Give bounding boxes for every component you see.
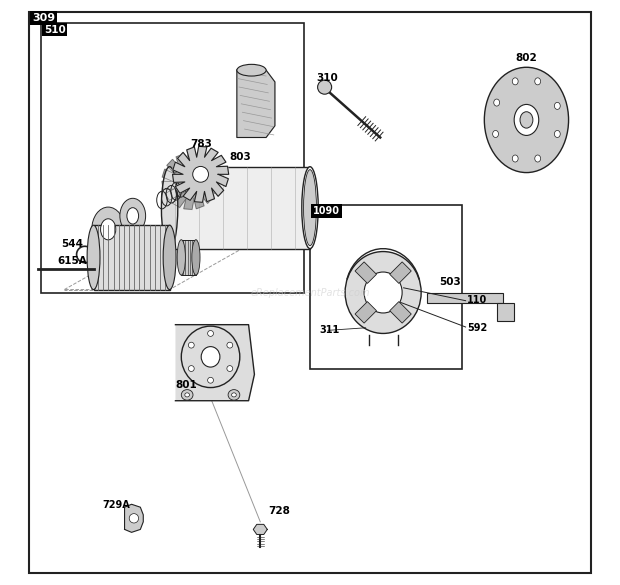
Text: 803: 803 xyxy=(229,152,250,162)
Ellipse shape xyxy=(181,390,193,400)
Text: 310: 310 xyxy=(316,73,338,83)
Ellipse shape xyxy=(127,208,139,224)
Text: 729A: 729A xyxy=(102,500,130,510)
Ellipse shape xyxy=(237,64,266,76)
Ellipse shape xyxy=(87,225,100,290)
Ellipse shape xyxy=(535,78,541,85)
Text: 309: 309 xyxy=(32,13,55,23)
Circle shape xyxy=(193,167,208,183)
Ellipse shape xyxy=(554,130,560,137)
Ellipse shape xyxy=(177,240,185,275)
Text: eReplacementParts.com: eReplacementParts.com xyxy=(250,287,370,298)
Text: 592: 592 xyxy=(467,324,487,333)
Ellipse shape xyxy=(201,346,220,367)
Ellipse shape xyxy=(188,342,194,348)
Bar xyxy=(355,302,376,323)
Bar xyxy=(170,167,310,249)
Ellipse shape xyxy=(512,155,518,162)
Text: 615A: 615A xyxy=(57,256,87,266)
Ellipse shape xyxy=(208,377,213,383)
Text: 1090: 1090 xyxy=(313,206,340,216)
Text: 801: 801 xyxy=(175,380,197,390)
Ellipse shape xyxy=(512,78,518,85)
Text: 802: 802 xyxy=(516,53,538,63)
Bar xyxy=(310,205,462,369)
Polygon shape xyxy=(175,325,254,401)
Ellipse shape xyxy=(227,366,232,371)
Ellipse shape xyxy=(520,112,533,128)
Text: 503: 503 xyxy=(439,277,461,287)
Polygon shape xyxy=(125,504,143,532)
Polygon shape xyxy=(162,153,218,209)
Bar xyxy=(94,225,170,290)
Bar xyxy=(181,240,196,275)
Polygon shape xyxy=(237,70,275,137)
Ellipse shape xyxy=(192,240,200,275)
Bar xyxy=(355,262,376,283)
Polygon shape xyxy=(253,524,267,535)
Text: 728: 728 xyxy=(268,506,290,516)
Text: 110: 110 xyxy=(467,295,487,305)
Bar xyxy=(390,262,411,283)
Circle shape xyxy=(317,80,332,94)
Ellipse shape xyxy=(100,219,116,240)
Bar xyxy=(390,302,411,323)
Ellipse shape xyxy=(92,207,125,252)
Ellipse shape xyxy=(484,67,569,173)
Ellipse shape xyxy=(232,393,236,397)
Ellipse shape xyxy=(514,104,539,135)
Bar xyxy=(41,23,304,292)
Ellipse shape xyxy=(120,198,146,233)
Text: 510: 510 xyxy=(44,25,66,35)
Ellipse shape xyxy=(304,170,316,246)
Ellipse shape xyxy=(494,99,500,106)
Text: 783: 783 xyxy=(190,139,212,149)
Bar xyxy=(427,292,503,303)
Ellipse shape xyxy=(161,167,178,249)
Ellipse shape xyxy=(188,366,194,371)
Ellipse shape xyxy=(554,102,560,109)
Ellipse shape xyxy=(181,326,240,387)
Bar xyxy=(497,303,513,321)
Ellipse shape xyxy=(228,390,240,400)
Ellipse shape xyxy=(535,155,541,162)
Polygon shape xyxy=(172,146,229,202)
Ellipse shape xyxy=(302,167,318,249)
Text: 311: 311 xyxy=(319,325,340,335)
Ellipse shape xyxy=(493,130,498,137)
Circle shape xyxy=(129,514,139,523)
Text: 544: 544 xyxy=(61,239,83,249)
Ellipse shape xyxy=(364,272,402,313)
Ellipse shape xyxy=(163,225,176,290)
Ellipse shape xyxy=(345,252,421,333)
Ellipse shape xyxy=(227,342,232,348)
Ellipse shape xyxy=(185,393,190,397)
Circle shape xyxy=(182,174,198,190)
Ellipse shape xyxy=(208,331,213,336)
